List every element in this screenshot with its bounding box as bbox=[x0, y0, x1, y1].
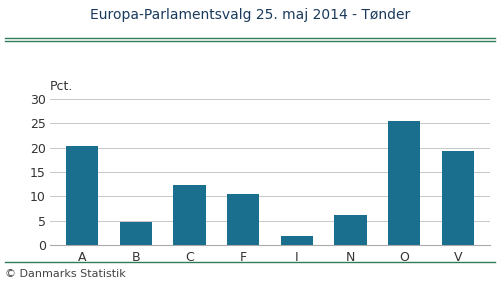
Text: © Danmarks Statistik: © Danmarks Statistik bbox=[5, 269, 126, 279]
Bar bbox=[227, 194, 260, 245]
Bar bbox=[120, 222, 152, 245]
Bar bbox=[174, 185, 206, 245]
Bar bbox=[442, 151, 474, 245]
Bar bbox=[334, 215, 366, 245]
Text: Pct.: Pct. bbox=[50, 80, 74, 93]
Bar bbox=[66, 146, 98, 245]
Bar bbox=[388, 121, 420, 245]
Text: Europa-Parlamentsvalg 25. maj 2014 - Tønder: Europa-Parlamentsvalg 25. maj 2014 - Tøn… bbox=[90, 8, 410, 23]
Bar bbox=[280, 235, 313, 245]
